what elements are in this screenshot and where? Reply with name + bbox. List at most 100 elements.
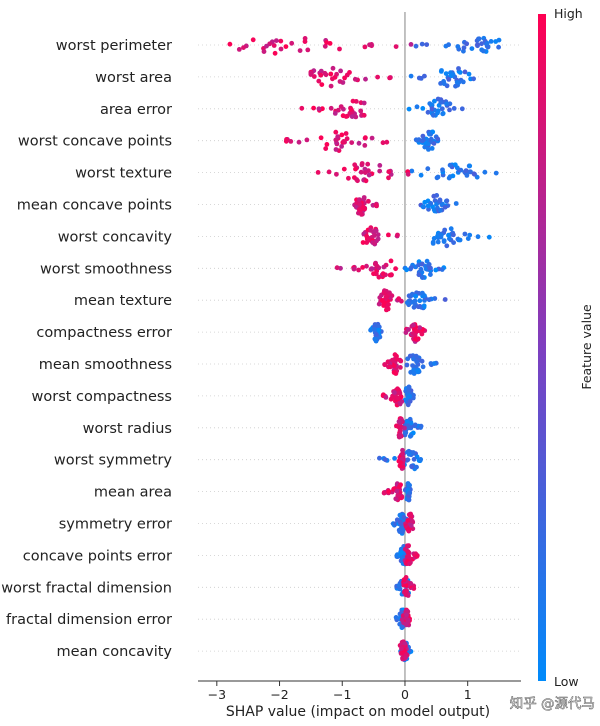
shap-point [410,363,415,368]
shap-point [418,266,424,272]
shap-point [430,239,436,245]
shap-point [496,37,502,43]
shap-point [405,300,410,306]
shap-point [369,266,375,272]
shap-point [343,114,349,119]
shap-point [467,232,473,238]
shap-point [460,79,466,85]
shap-point [380,271,386,277]
shap-point [393,266,398,272]
shap-point [450,72,456,77]
feature-label: worst concavity [58,229,173,245]
shap-point [404,588,409,594]
shap-point [390,357,395,363]
feature-label: mean smoothness [39,357,172,373]
shap-point [326,169,332,175]
shap-point [444,198,450,204]
shap-point [408,420,414,426]
shap-point [366,198,371,204]
shap-point [412,298,418,304]
colorbar-gradient [538,14,546,681]
shap-point [398,460,403,465]
shap-point [394,356,400,362]
shap-point [441,81,447,87]
shap-point [469,46,475,51]
shap-point [440,111,446,117]
shap-point [299,105,305,111]
shap-point [330,65,336,71]
shap-point [425,166,431,172]
shap-point [318,72,324,78]
shap-point [411,392,416,398]
shap-point [444,243,450,249]
shap-point [357,197,362,203]
shap-point [408,42,414,47]
shap-point [454,79,460,85]
shap-point [466,71,472,77]
colorbar-title: Feature value [579,304,594,390]
shap-point [446,232,451,238]
shap-point [372,233,377,238]
shap-point [385,359,391,365]
shap-point [302,39,308,44]
shap-point [439,106,445,112]
shap-point [446,42,451,48]
shap-point [420,204,426,210]
shap-point [369,135,375,141]
shap-point [405,419,410,425]
shap-point [404,362,410,368]
feature-label: worst symmetry [54,453,172,469]
shap-point [324,142,330,147]
x-axis-title: SHAP value (impact on model output) [226,704,490,720]
shap-point [405,402,411,408]
watermark: 知乎 @源代马 [510,695,595,712]
shap-point [462,231,468,237]
shap-point [362,143,368,148]
shap-point [271,43,277,48]
shap-point [475,42,480,48]
shap-point [274,38,279,43]
shap-point [416,262,421,268]
shap-point [407,398,413,404]
shap-point [347,70,352,75]
shap-point [339,144,344,149]
shap-point [418,457,424,462]
shap-point [481,48,486,54]
shap-point [416,75,422,81]
shap-point [349,140,355,146]
shap-point [354,177,359,182]
shap-point [362,166,368,172]
shap-point [400,451,405,457]
shap-point [434,175,440,181]
shap-point [435,96,441,102]
shap-point [399,298,404,304]
shap-point [398,432,403,438]
shap-point [361,204,366,210]
feature-label: mean concavity [57,644,173,660]
row-guides [198,44,521,652]
shap-point [333,137,339,143]
shap-point [400,617,405,623]
shap-point [278,38,284,44]
shap-point [438,99,444,105]
shap-point [392,352,398,358]
shap-point [352,76,358,82]
shap-point [479,41,484,47]
shap-point [333,129,339,135]
shap-point [381,290,387,296]
shap-point [405,171,411,177]
feature-label: symmetry error [59,517,172,533]
shap-point [334,171,339,177]
shap-point [359,212,364,217]
shap-point [386,232,391,238]
shap-point [422,73,427,79]
shap-point [475,234,481,240]
shap-point [272,50,278,56]
shap-point [241,45,246,50]
data-points [227,35,502,663]
shap-point [427,265,433,271]
shap-point [357,202,363,208]
shap-point [359,161,365,166]
shap-point [446,77,452,82]
